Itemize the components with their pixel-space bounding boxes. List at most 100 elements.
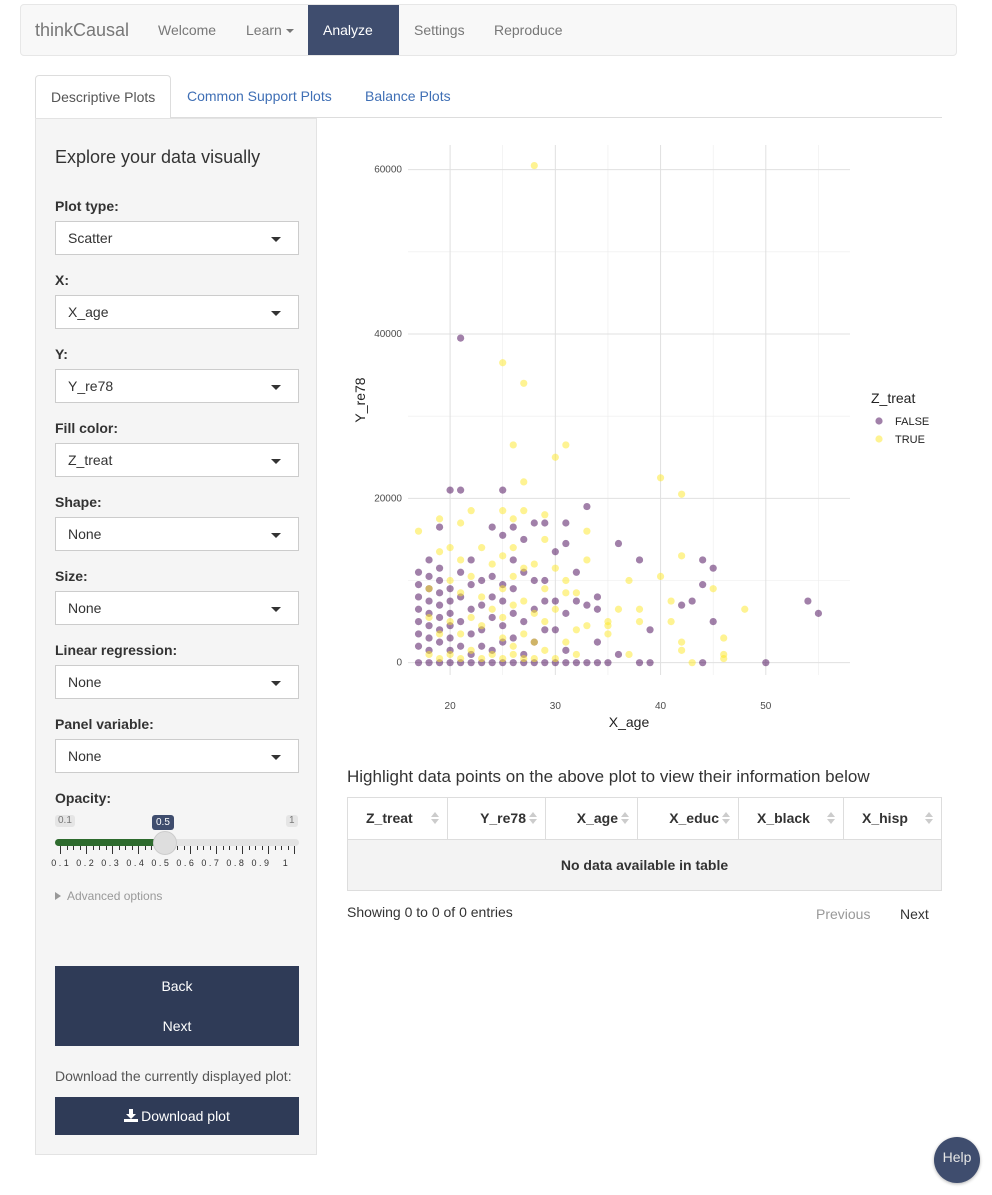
data-point-true [551,654,559,663]
tab-balance-plots[interactable]: Balance Plots [350,75,466,118]
data-point-false [457,486,465,494]
previous-page-button[interactable]: Previous [816,906,871,922]
download-plot-button[interactable]: Download plot [55,1097,299,1135]
data-point-false [593,659,602,667]
column-header-x-black[interactable]: X_black [739,798,844,840]
advanced-options-toggle[interactable]: Advanced options [55,889,162,903]
linear-regression-value: None [68,674,102,690]
data-point-false [509,585,517,593]
x-select[interactable]: X_age [55,295,299,329]
tab-balance-plots-label: Balance Plots [365,88,451,104]
column-header-y-re78[interactable]: Y_re78 [448,798,546,840]
data-point-true [414,527,423,535]
tab-common-support-plots[interactable]: Common Support Plots [172,75,347,118]
data-point-false [520,535,528,544]
help-button[interactable]: Help [934,1137,980,1183]
data-point-true [488,605,496,613]
data-point-false [499,486,507,494]
data-point-true [509,650,517,659]
data-point-true [509,572,517,580]
data-point-false [435,601,444,609]
data-point-false [425,556,433,564]
nav-reproduce[interactable]: Reproduce [479,5,578,55]
selected-points-table: Z_treat Y_re78 X_age X_educ X_black X_hi… [347,797,942,891]
data-point-false [804,597,812,605]
data-point-false [414,568,423,576]
caret-down-icon [327,79,335,84]
nav-analyze[interactable]: Analyze [308,5,399,84]
linear-regression-label: Linear regression: [55,642,178,658]
brand-logo[interactable]: thinkCausal [35,20,130,40]
data-point-false [435,638,444,646]
data-point-false [562,659,570,667]
data-point-true [551,605,559,613]
y-select[interactable]: Y_re78 [55,369,299,403]
data-point-true [499,359,507,367]
data-point-true [488,650,496,659]
advanced-options-label: Advanced options [67,889,163,903]
next-button[interactable]: Next [55,1006,299,1046]
scatter-plot[interactable]: 20 30 40 50 0 20000 40000 60000 X_age Y_re78 Z_tre… [347,130,942,740]
slider-tick-label: 0 . 2 [76,858,94,868]
data-point-false [562,519,570,527]
nav-settings[interactable]: Settings [399,5,480,55]
slider-tick-label: 0 . 8 [226,858,244,868]
data-point-true [425,613,433,622]
panel-variable-select[interactable]: None [55,739,299,773]
data-point-true [509,515,517,523]
data-point-false [614,650,623,659]
data-point-false [541,576,549,585]
data-point-false [530,519,538,527]
slider-tick [99,846,100,850]
data-point-true [446,650,454,659]
data-point-true [541,646,549,654]
data-point-true [499,654,507,663]
opacity-slider-handle[interactable] [153,831,177,855]
back-button[interactable]: Back [55,966,299,1006]
column-header-x-age[interactable]: X_age [546,798,638,840]
data-point-false [699,581,707,589]
slider-tick [60,846,61,854]
data-point-true [457,654,465,663]
nav-learn[interactable]: Learn [231,5,309,55]
data-point-false [425,597,433,605]
tab-descriptive-plots[interactable]: Descriptive Plots [35,75,172,119]
data-point-false [467,581,475,589]
sort-icon [827,812,835,824]
data-point-false [699,659,707,667]
data-point-false [583,502,591,511]
plot-type-label: Plot type: [55,198,119,214]
shape-select[interactable]: None [55,517,299,551]
data-point-true [741,605,749,613]
fill-color-label: Fill color: [55,420,118,436]
data-point-true [478,593,486,601]
column-header-x-educ[interactable]: X_educ [638,798,739,840]
data-point-true [520,654,528,663]
data-point-true [467,613,475,622]
data-point-false [414,659,423,667]
slider-tick [118,846,120,850]
data-point-false [593,638,602,646]
slider-tick [151,846,152,850]
data-point-true [478,544,486,552]
nav-welcome[interactable]: Welcome [143,5,231,55]
legend-key-true [875,435,883,443]
data-point-false [499,597,507,605]
linear-regression-select[interactable]: None [55,665,299,699]
slider-tick [196,846,198,850]
column-header-x-hisp[interactable]: X_hisp [844,798,941,840]
sidebar-title: Explore your data visually [55,147,261,167]
fill-color-select[interactable]: Z_treat [55,443,299,477]
nav-analyze-label: Analyze [323,22,373,38]
column-header-z-treat[interactable]: Z_treat [348,798,448,840]
next-page-button[interactable]: Next [900,906,929,922]
plot-type-select[interactable]: Scatter [55,221,299,255]
y-value: Y_re78 [68,378,114,394]
size-select[interactable]: None [55,591,299,625]
data-point-false [446,585,454,593]
data-point-false [520,617,528,626]
data-point-false [562,539,570,548]
opacity-slider-track[interactable] [55,839,299,846]
data-point-true [509,642,517,650]
data-point-false [467,630,475,638]
